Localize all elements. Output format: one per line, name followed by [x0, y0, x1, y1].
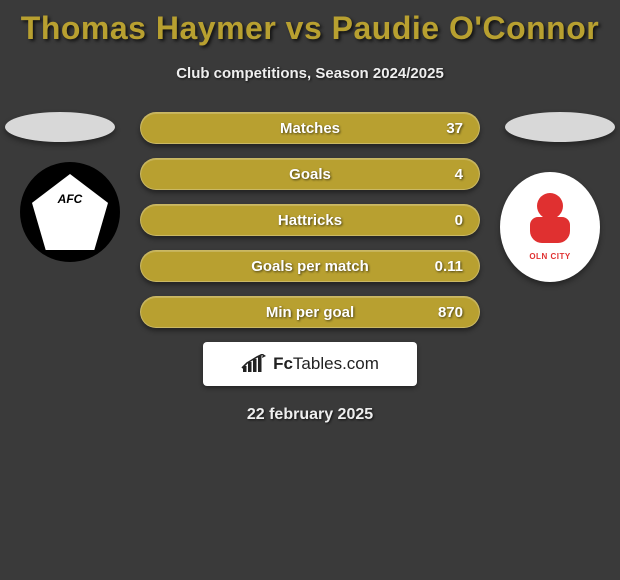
- stat-label: Matches: [280, 120, 340, 137]
- stat-row-hattricks: Hattricks 0: [140, 204, 480, 236]
- stat-label: Min per goal: [266, 304, 354, 321]
- stat-row-goals-per-match: Goals per match 0.11: [140, 250, 480, 282]
- club-badge-left-shield: [32, 174, 108, 250]
- stat-value: 37: [446, 120, 463, 137]
- comparison-subtitle: Club competitions, Season 2024/2025: [0, 65, 620, 82]
- fctables-logo-text: FcTables.com: [273, 354, 379, 374]
- stat-value: 870: [438, 304, 463, 321]
- stats-list: Matches 37 Goals 4 Hattricks 0 Goals per…: [140, 112, 480, 328]
- stat-label: Goals: [289, 166, 331, 183]
- stat-label: Goals per match: [251, 258, 369, 275]
- stat-row-matches: Matches 37: [140, 112, 480, 144]
- comparison-date: 22 february 2025: [0, 406, 620, 424]
- comparison-title: Thomas Haymer vs Paudie O'Connor: [0, 0, 620, 47]
- stat-value: 0.11: [435, 258, 463, 275]
- fctables-logo: FcTables.com: [203, 342, 417, 386]
- player-marker-left: [5, 112, 115, 142]
- club-badge-left: [20, 162, 120, 262]
- stat-value: 0: [455, 212, 463, 229]
- comparison-content: OLN CITY Matches 37 Goals 4 Hattricks 0 …: [0, 112, 620, 424]
- stat-label: Hattricks: [278, 212, 342, 229]
- stat-row-min-per-goal: Min per goal 870: [140, 296, 480, 328]
- stat-row-goals: Goals 4: [140, 158, 480, 190]
- club-badge-right-figure: [525, 193, 575, 248]
- stat-value: 4: [455, 166, 463, 183]
- club-badge-right-text: OLN CITY: [529, 252, 570, 261]
- player-marker-right: [505, 112, 615, 142]
- club-badge-right: OLN CITY: [500, 172, 600, 282]
- chart-icon: [241, 354, 267, 374]
